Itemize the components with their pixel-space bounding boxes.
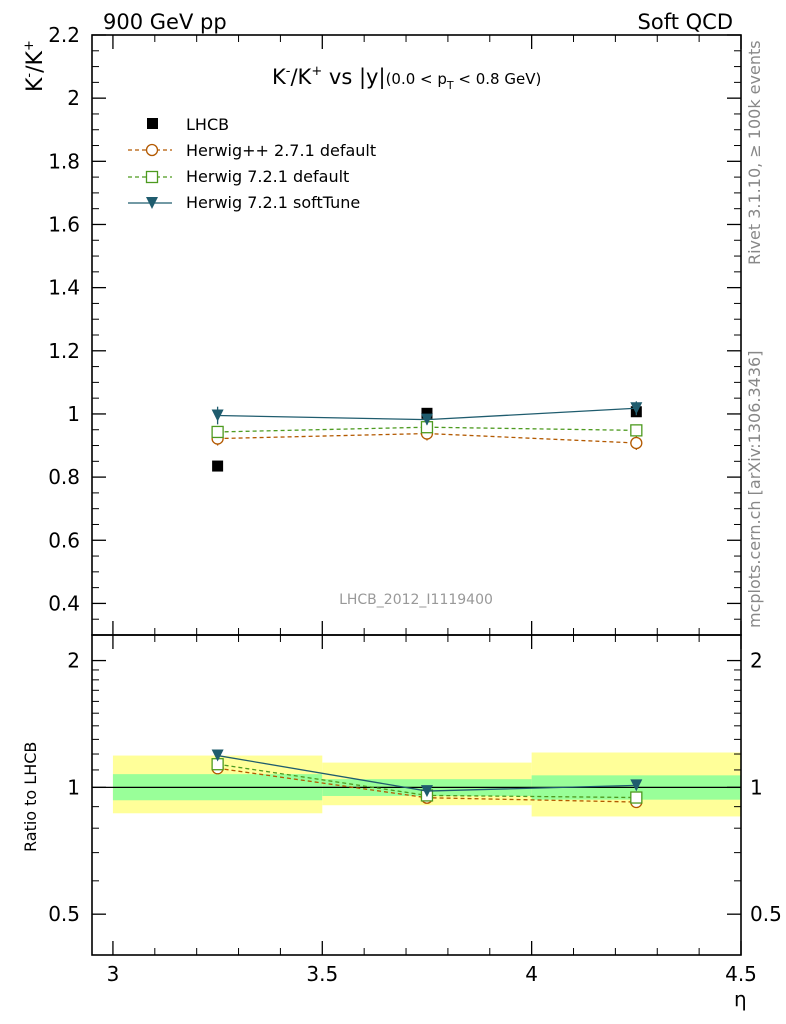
y-tick-label: 1	[67, 402, 80, 426]
y-tick-label: 1.8	[48, 149, 80, 173]
x-tick-label: 3	[107, 962, 120, 986]
mcplots-label: mcplots.cern.ch [arXiv:1306.3436]	[745, 351, 764, 628]
data-point-softtune	[630, 402, 643, 415]
rivet-label: Rivet 3.1.10, ≥ 100k events	[745, 40, 764, 265]
ratio-point-herwig721	[630, 791, 643, 804]
plot-title: K-/K+ vs |y|(0.0 < pT < 0.8 GeV)	[272, 64, 541, 92]
y-tick-label: 2.2	[48, 23, 80, 47]
y-tick-label: 2	[67, 86, 80, 110]
ratio-panel-series	[211, 749, 643, 809]
ratio-axis-ticks: 0.5 0.5 1 1 2 2 3 3.5 4 4.5	[48, 635, 782, 986]
ratio-y-tick-label-left: 2	[67, 649, 80, 673]
ratio-bands	[92, 752, 741, 817]
x-tick-label: 4	[525, 962, 538, 986]
ratio-y-tick-label-left: 0.5	[48, 902, 80, 926]
x-tick-label: 4.5	[725, 962, 757, 986]
x-tick-label: 3.5	[306, 962, 338, 986]
ratio-point-softtune	[211, 749, 224, 762]
data-point-lhcb	[212, 460, 224, 472]
ratio-point-softtune	[420, 785, 433, 798]
y-tick-label: 0.4	[48, 591, 80, 615]
data-point-herwigpp	[630, 436, 643, 450]
ratio-panel-frame	[91, 634, 742, 956]
legend-label-herwigpp: Herwig++ 2.7.1 default	[186, 141, 376, 160]
legend-marker-lhcb	[147, 118, 158, 129]
y-tick-label: 1.2	[48, 339, 80, 363]
top-panel-series	[211, 401, 643, 472]
y-tick-label: 1.6	[48, 212, 80, 236]
data-point-herwig721	[211, 425, 224, 439]
ratio-y-tick-label-right: 1	[750, 775, 763, 799]
ratio-y-tick-label-right: 0.5	[750, 902, 782, 926]
y-tick-label: 0.6	[48, 528, 80, 552]
top-ylabel: K-/K+	[22, 40, 48, 92]
legend-marker-herwigpp	[145, 143, 159, 157]
data-point-herwig721	[630, 424, 643, 437]
ratio-y-tick-label-right: 2	[750, 649, 763, 673]
legend-label-softtune: Herwig 7.2.1 softTune	[186, 193, 360, 212]
data-point-lhcb	[421, 407, 433, 419]
data-point-softtune	[420, 413, 433, 426]
category-label: Soft QCD	[638, 10, 733, 34]
ratio-y-tick-label-left: 1	[67, 775, 80, 799]
data-point-softtune	[211, 409, 224, 422]
y-tick-label: 0.8	[48, 465, 80, 489]
collision-label: 900 GeV pp	[103, 10, 227, 34]
legend-label-herwig721: Herwig 7.2.1 default	[186, 167, 349, 186]
legend: LHCB Herwig++ 2.7.1 default Herwig 7.2.1…	[128, 115, 376, 212]
top-axis-ticks: 0.4 0.6 0.8 1 1.2 1.4 1.6 1.8 2 2.2	[48, 23, 742, 635]
x-axis-label: η	[734, 987, 747, 1011]
analysis-label: LHCB_2012_I1119400	[339, 592, 493, 608]
legend-marker-herwig721	[145, 170, 159, 184]
y-tick-label: 1.4	[48, 276, 80, 300]
ratio-point-softtune	[630, 779, 643, 792]
legend-label-lhcb: LHCB	[186, 115, 229, 134]
legend-marker-softtune	[146, 197, 158, 209]
ratio-ylabel: Ratio to LHCB	[21, 742, 40, 852]
